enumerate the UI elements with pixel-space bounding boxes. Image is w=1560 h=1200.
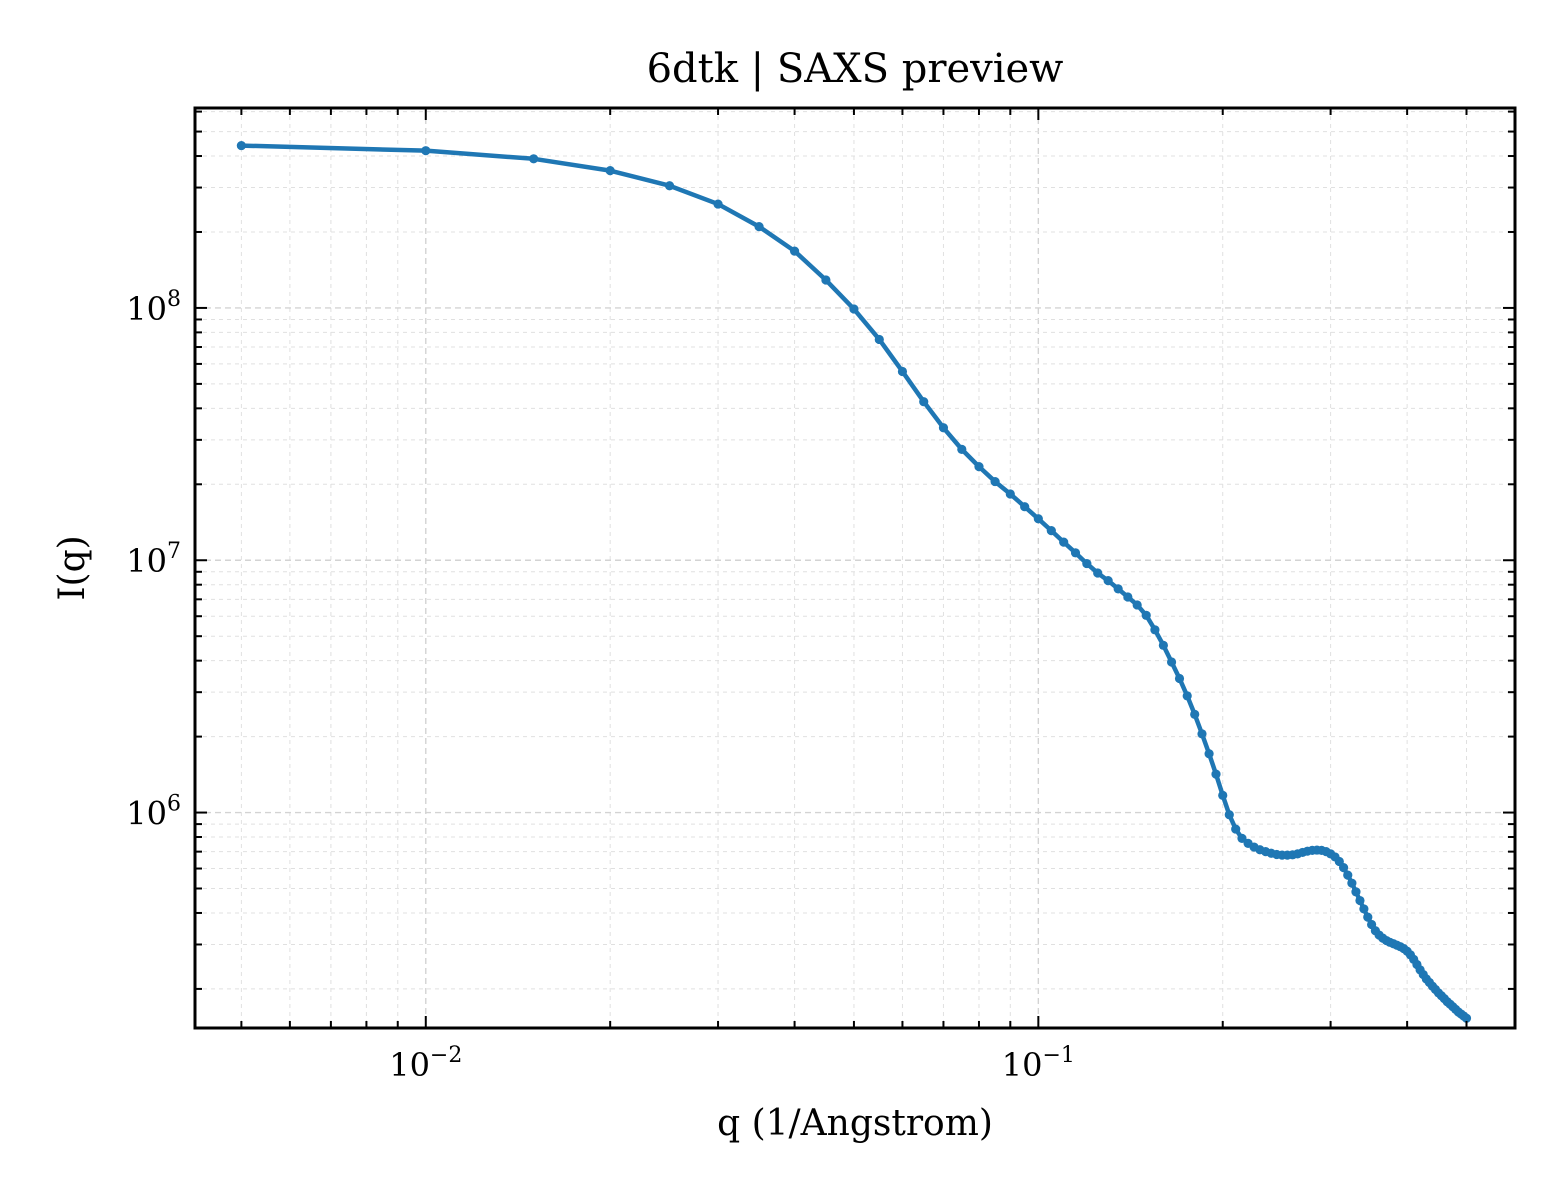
y-tick-label: 108 xyxy=(126,287,181,328)
data-series xyxy=(236,140,1472,1023)
data-point xyxy=(849,304,859,314)
x-tick-label: 10−2 xyxy=(389,1043,462,1084)
data-point xyxy=(1141,610,1151,620)
data-point xyxy=(664,181,675,191)
chart-title: 6dtk | SAXS preview xyxy=(647,46,1064,92)
grid xyxy=(195,108,1515,1028)
data-point xyxy=(754,222,764,232)
data-point xyxy=(421,146,431,156)
data-point xyxy=(1082,558,1092,569)
data-point xyxy=(605,166,615,176)
data-point xyxy=(1059,537,1069,547)
data-point xyxy=(1113,584,1123,594)
data-point xyxy=(1338,863,1349,873)
data-point xyxy=(1218,790,1228,800)
data-point xyxy=(990,476,1000,487)
data-point xyxy=(1093,568,1103,578)
data-point xyxy=(1190,709,1200,719)
data-point xyxy=(897,366,908,377)
data-point xyxy=(1132,600,1142,610)
data-point xyxy=(957,444,967,454)
data-point xyxy=(821,275,831,285)
data-point xyxy=(1020,502,1030,512)
data-point xyxy=(1070,548,1081,558)
data-point xyxy=(1211,769,1221,779)
data-point xyxy=(1204,749,1214,759)
data-point xyxy=(1355,895,1365,906)
data-point xyxy=(1166,657,1177,667)
data-point xyxy=(1224,810,1234,820)
data-point xyxy=(1046,526,1056,536)
data-point xyxy=(1197,729,1207,739)
data-point xyxy=(1005,489,1015,499)
axis-tick-labels: 10−2 10−1 106 107 108 xyxy=(126,287,1075,1084)
data-point xyxy=(1158,640,1168,650)
data-point xyxy=(919,397,929,407)
data-point xyxy=(1461,1013,1472,1023)
data-point xyxy=(1174,673,1185,684)
x-tick-label: 10−1 xyxy=(1002,1043,1075,1084)
data-point xyxy=(789,246,800,256)
data-point xyxy=(713,199,723,209)
data-point xyxy=(974,462,984,472)
data-point xyxy=(1182,691,1192,701)
x-axis-label: q (1/Angstrom) xyxy=(717,1103,993,1144)
data-point xyxy=(1359,904,1369,914)
data-point xyxy=(1123,592,1133,602)
data-point xyxy=(1363,912,1373,922)
data-point xyxy=(1351,887,1361,897)
data-point xyxy=(1343,870,1353,880)
data-point xyxy=(1033,514,1043,524)
data-point xyxy=(1231,824,1241,834)
plot-frame xyxy=(193,106,1517,1030)
data-point xyxy=(1103,576,1113,586)
y-tick-label: 106 xyxy=(126,792,181,833)
data-point xyxy=(874,334,884,345)
axis-ticks xyxy=(195,108,1515,1028)
data-point xyxy=(236,140,246,151)
y-tick-label: 107 xyxy=(126,539,181,580)
y-axis-label: I(q) xyxy=(52,535,93,600)
data-point xyxy=(529,154,539,164)
data-point xyxy=(1347,878,1357,888)
data-point xyxy=(1237,833,1247,843)
data-point xyxy=(1150,625,1160,635)
data-point xyxy=(938,423,949,433)
